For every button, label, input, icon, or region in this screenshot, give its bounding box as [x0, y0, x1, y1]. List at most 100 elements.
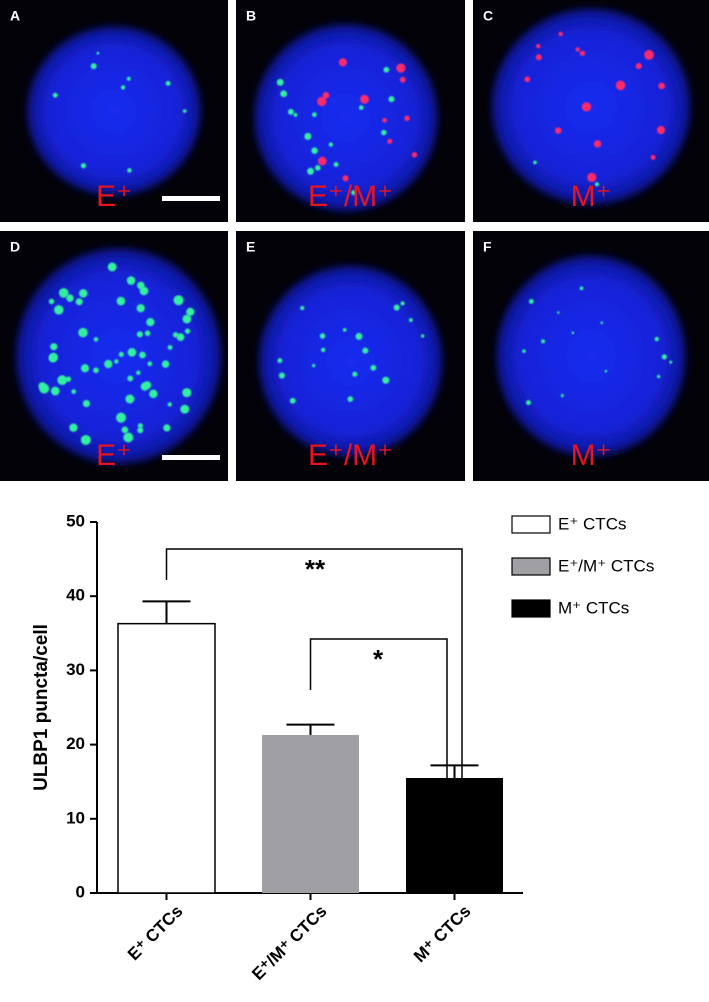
- punctum: [293, 112, 298, 117]
- image-panel: B E⁺/M⁺: [236, 0, 465, 222]
- legend-label: E⁺/M⁺ CTCs: [558, 556, 654, 575]
- punctum: [146, 317, 155, 327]
- punctum: [52, 92, 58, 98]
- bar: [262, 734, 359, 893]
- punctum: [287, 108, 294, 115]
- punctum: [161, 360, 170, 368]
- y-tick-label: 50: [66, 511, 85, 530]
- punctum: [347, 396, 354, 402]
- legend-label: E⁺ CTCs: [558, 514, 626, 533]
- x-tick-label: M⁺ CTCs: [410, 902, 475, 967]
- y-tick-label: 30: [66, 660, 85, 679]
- punctum: [352, 371, 358, 377]
- punctum: [75, 298, 83, 306]
- punctum: [139, 351, 146, 359]
- punctum: [123, 432, 134, 443]
- punctum: [48, 353, 58, 363]
- punctum: [342, 175, 349, 182]
- punctum: [536, 43, 541, 49]
- punctum: [144, 330, 151, 337]
- punctum: [581, 102, 592, 112]
- punctum: [535, 54, 542, 61]
- x-tick-label: E⁺ CTCs: [124, 902, 187, 965]
- punctum: [358, 105, 364, 110]
- punctum: [104, 359, 113, 369]
- image-panel: C M⁺: [473, 0, 709, 222]
- punctum: [579, 50, 586, 56]
- scale-bar: [162, 196, 220, 201]
- punctum: [48, 298, 55, 305]
- punctum: [650, 154, 656, 160]
- punctum: [82, 399, 91, 408]
- punctum: [658, 82, 665, 90]
- punctum: [137, 427, 144, 434]
- punctum: [139, 286, 149, 296]
- punctum: [420, 334, 425, 338]
- image-panel: A E⁺: [0, 0, 228, 222]
- image-panel: E E⁺/M⁺: [236, 231, 465, 481]
- punctum: [58, 288, 69, 298]
- punctum: [370, 364, 377, 371]
- punctum: [362, 347, 369, 354]
- punctum: [180, 404, 190, 414]
- punctum: [173, 295, 184, 306]
- punctum: [182, 388, 192, 398]
- y-tick-label: 20: [66, 734, 85, 753]
- nucleus: [258, 266, 443, 456]
- panel-letter: C: [483, 8, 493, 24]
- y-tick-label: 40: [66, 586, 85, 605]
- punctum: [136, 370, 141, 375]
- panel-label: E⁺/M⁺: [308, 180, 393, 213]
- punctum: [69, 423, 78, 432]
- y-axis-label: ULBP1 puncta/cell: [31, 624, 52, 791]
- punctum: [311, 147, 318, 154]
- significance-bracket: [165, 548, 463, 797]
- punctum: [80, 364, 90, 373]
- punctum: [411, 152, 418, 158]
- punctum: [579, 286, 584, 291]
- punctum: [355, 332, 363, 340]
- punctum: [116, 412, 127, 423]
- punctum: [560, 394, 564, 398]
- y-tick-label: 10: [66, 808, 85, 827]
- punctum: [65, 376, 72, 382]
- punctum: [554, 127, 562, 134]
- punctum: [312, 363, 316, 368]
- punctum: [167, 402, 173, 407]
- punctum: [661, 354, 667, 360]
- panel-letter: E: [246, 239, 255, 255]
- punctum: [182, 314, 192, 324]
- punctum: [176, 333, 185, 342]
- punctum: [557, 311, 560, 314]
- punctum: [118, 351, 124, 357]
- punctum: [78, 327, 88, 338]
- punctum: [125, 394, 135, 404]
- punctum: [575, 47, 580, 52]
- punctum: [304, 132, 312, 140]
- punctum: [137, 423, 143, 429]
- panel-letter: D: [10, 239, 20, 255]
- punctum: [669, 360, 673, 364]
- punctum: [307, 167, 315, 175]
- punctum: [524, 76, 531, 83]
- punctum: [541, 339, 546, 344]
- panel-label: E⁺: [96, 439, 132, 472]
- punctum: [338, 58, 347, 67]
- panel-label: E⁺: [96, 180, 132, 213]
- punctum: [79, 289, 88, 298]
- image-panel: D E⁺: [0, 231, 228, 481]
- punctum: [526, 400, 531, 406]
- punctum: [399, 76, 406, 83]
- panel-label: M⁺: [571, 180, 612, 213]
- punctum: [80, 162, 87, 169]
- punctum: [38, 382, 47, 390]
- punctum: [382, 117, 387, 123]
- punctum: [276, 78, 284, 86]
- punctum: [656, 374, 661, 379]
- punctum: [388, 96, 395, 103]
- punctum: [127, 168, 132, 173]
- punctum: [533, 160, 537, 165]
- punctum: [408, 318, 413, 323]
- punctum: [654, 336, 659, 342]
